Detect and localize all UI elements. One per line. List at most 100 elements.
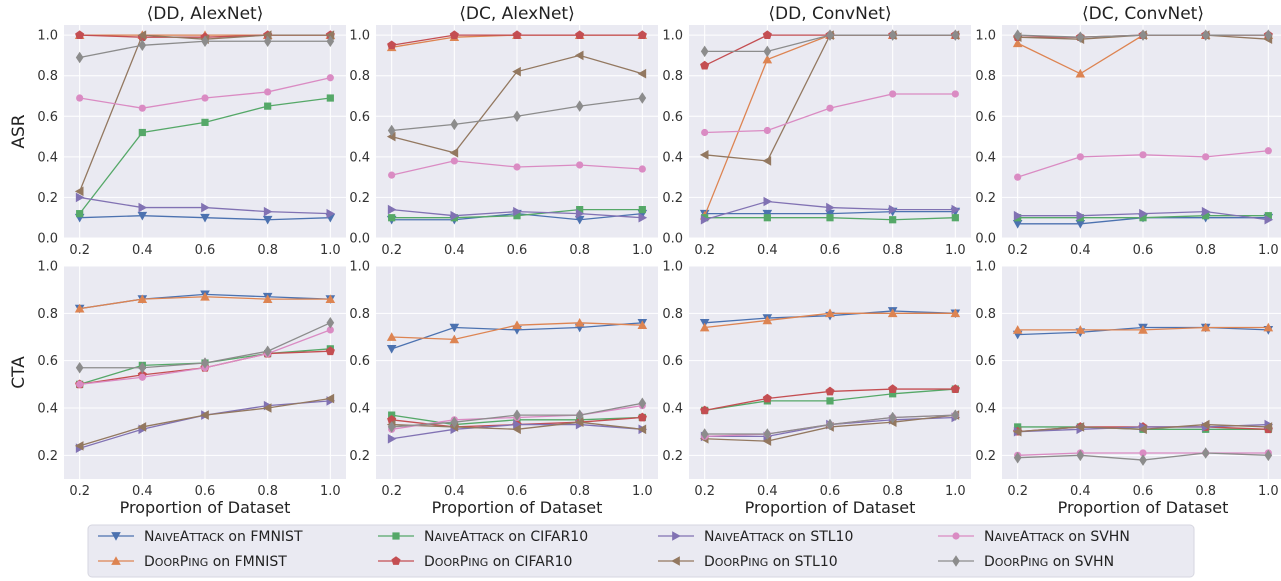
legend-marker — [111, 556, 121, 565]
data-point — [201, 202, 210, 213]
data-point — [1075, 325, 1086, 334]
legend-label: NAIVEATTACK on CIFAR10 — [424, 529, 588, 545]
data-point — [1075, 422, 1085, 432]
x-tick-label: 0.2 — [1007, 243, 1028, 258]
data-point — [1012, 325, 1023, 334]
data-point — [325, 346, 335, 356]
data-point — [138, 104, 146, 112]
data-point — [200, 410, 209, 420]
data-point — [1200, 322, 1211, 332]
y-tick-label: 0.2 — [349, 449, 370, 464]
data-point — [889, 216, 897, 224]
legend-item: DOORPING on SVHN — [938, 554, 1114, 570]
data-point — [326, 94, 334, 102]
data-point — [75, 192, 85, 203]
y-tick-label: 1.0 — [975, 29, 996, 44]
x-tick-label: 0.8 — [1195, 243, 1216, 258]
x-tick-label: 0.2 — [694, 243, 715, 258]
data-point — [201, 118, 209, 126]
data-point — [637, 424, 647, 435]
y-tick-label: 1.0 — [37, 260, 58, 275]
y-tick-label: 0.8 — [37, 69, 58, 84]
data-point — [951, 204, 961, 215]
y-tick-label: 0.4 — [975, 150, 996, 165]
y-tick-label: 0.8 — [975, 69, 996, 84]
data-point — [513, 409, 521, 421]
data-point — [1202, 212, 1210, 220]
data-point — [826, 29, 834, 41]
data-point — [262, 403, 272, 413]
x-tick-label: 0.8 — [257, 484, 278, 499]
data-point — [74, 186, 84, 197]
y-tick-label: 0.8 — [662, 307, 683, 322]
data-point — [450, 157, 458, 165]
data-point — [138, 39, 147, 52]
data-point — [74, 303, 85, 313]
data-point — [825, 308, 835, 318]
x-tick-label: 0.8 — [569, 484, 590, 499]
data-point — [762, 54, 773, 64]
chart-panel: 0.2 0.4 0.6 0.8 1.0 0.2 0.4 0.6 0.8 1.0 Proportion… — [349, 260, 658, 517]
data-point — [326, 35, 335, 47]
data-point — [1264, 212, 1272, 220]
data-point — [1076, 153, 1084, 161]
y-tick-label: 0.2 — [662, 191, 683, 206]
x-tick-label: 0.4 — [444, 484, 465, 499]
x-tick-label: 0.6 — [1133, 484, 1154, 499]
legend-marker — [111, 532, 121, 541]
column-title: ⟨DC, AlexNet⟩ — [459, 4, 574, 24]
y-tick-label: 0.4 — [37, 402, 58, 417]
y-tick-label: 0.6 — [662, 110, 683, 125]
x-tick-label: 1.0 — [1258, 243, 1279, 258]
data-point — [637, 68, 647, 79]
x-tick-label: 1.0 — [320, 484, 341, 499]
data-point — [951, 214, 959, 222]
plot-area — [1002, 25, 1281, 238]
legend-marker — [952, 555, 960, 567]
legend-label: NAIVEATTACK on SVHN — [984, 529, 1130, 545]
chart-panel: 0.0 0.2 0.4 0.6 0.8 1.0 0.2 0.4 0.6 0.8 1.0 — [349, 25, 658, 258]
y-tick-label: 0.0 — [349, 232, 370, 247]
data-point — [1012, 219, 1023, 229]
data-point — [1013, 29, 1022, 41]
data-point — [762, 436, 772, 446]
plot-area — [1002, 266, 1281, 479]
legend-item: DOORPING on FMNIST — [98, 554, 287, 570]
x-tick-label: 0.8 — [569, 243, 590, 258]
data-point — [1263, 422, 1273, 432]
data-point — [1264, 29, 1273, 41]
data-point — [700, 214, 710, 225]
y-tick-label: 0.4 — [662, 402, 683, 417]
x-tick-label: 0.8 — [882, 484, 903, 499]
data-point — [201, 35, 209, 47]
data-point — [826, 214, 834, 222]
legend-marker — [392, 532, 400, 540]
data-point — [138, 202, 148, 213]
data-point — [763, 214, 771, 222]
data-point — [200, 213, 210, 223]
data-point — [888, 204, 898, 215]
data-point — [1139, 29, 1147, 41]
x-axis-label: Proportion of Dataset — [1058, 498, 1229, 517]
data-point — [950, 308, 961, 318]
data-point — [1264, 449, 1273, 462]
legend-item: NAIVEATTACK on FMNIST — [98, 529, 303, 545]
data-point — [1075, 219, 1086, 229]
data-point — [762, 393, 772, 403]
x-tick-label: 0.2 — [694, 484, 715, 499]
data-point — [762, 30, 772, 40]
data-point — [387, 433, 397, 444]
data-point — [449, 323, 460, 333]
chart-panel: 0.0 0.2 0.4 0.6 0.8 1.0 0.2 0.4 0.6 0.8 1.0 — [37, 25, 346, 258]
legend-marker — [391, 556, 401, 565]
data-point — [700, 428, 709, 440]
x-tick-label: 0.6 — [820, 243, 841, 258]
legend-label: DOORPING on SVHN — [984, 554, 1114, 570]
data-point — [325, 294, 336, 303]
data-point — [262, 294, 273, 303]
data-point — [1012, 38, 1023, 48]
data-point — [512, 424, 521, 435]
x-tick-label: 1.0 — [1258, 484, 1279, 499]
y-tick-label: 0.6 — [662, 354, 683, 369]
